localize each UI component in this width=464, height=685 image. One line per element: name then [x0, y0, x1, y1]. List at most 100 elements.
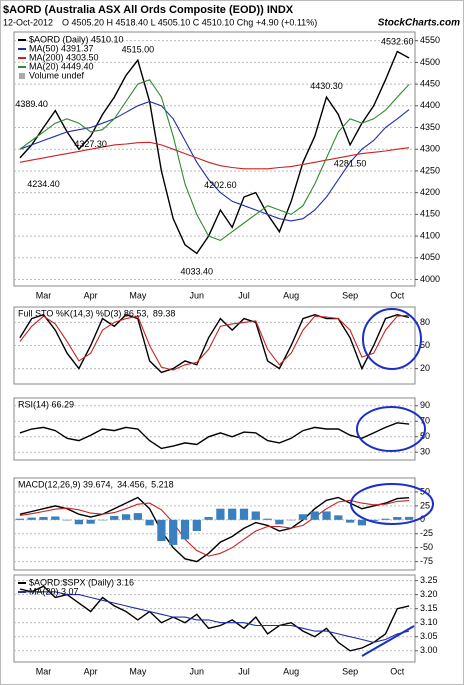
price-annotation: 4515.00 — [122, 44, 155, 54]
y-tick-label: 4300 — [420, 144, 440, 154]
series-line — [19, 141, 410, 170]
x-tick-label: Apr — [84, 290, 98, 300]
series-line — [19, 496, 410, 563]
price-annotation: 4281.50 — [334, 159, 367, 169]
x-tick-label: Oct — [390, 666, 405, 676]
y-tick-label: 3.05 — [420, 631, 438, 641]
y-tick-label: 3.25 — [420, 575, 438, 585]
quote: O 4505.20 H 4518.40 L 4505.10 C 4510.10 … — [62, 17, 317, 27]
y-tick-label: 80 — [420, 317, 430, 327]
y-tick-label: 3.10 — [420, 617, 438, 627]
legend-label: $AORD (Daily) 4510.10 — [29, 34, 124, 44]
legend-label: 34.456, — [117, 479, 147, 489]
x-tick-label: May — [129, 290, 147, 300]
x-tick-label: Jul — [238, 666, 250, 676]
legend-label: 5.218 — [151, 479, 174, 489]
x-tick-label: Apr — [84, 666, 98, 676]
bar — [180, 519, 190, 540]
bar — [322, 511, 331, 520]
y-tick-label: 3.20 — [420, 589, 438, 599]
y-tick-label: 50 — [420, 431, 430, 441]
bar — [357, 519, 367, 526]
bar — [157, 519, 166, 542]
x-tick-label: Jun — [190, 666, 205, 676]
x-tick-label: Oct — [390, 290, 405, 300]
series-line — [19, 422, 410, 450]
y-tick-label: 4050 — [420, 252, 440, 262]
bar — [393, 517, 402, 520]
trend-line — [361, 625, 415, 657]
bar — [39, 517, 48, 520]
bar — [192, 519, 201, 531]
legend-label: MA(20) 4449.40 — [29, 61, 94, 71]
bar — [98, 519, 107, 521]
legend-label: MA(20) 3.07 — [29, 586, 79, 596]
price-annotation: 4532.60 — [381, 37, 414, 47]
bar — [27, 517, 36, 520]
price-annotation: 4430.30 — [310, 81, 343, 91]
bar — [204, 517, 213, 520]
x-tick-label: Jun — [190, 290, 205, 300]
y-tick-label: 4150 — [420, 209, 440, 219]
y-tick-label: 4500 — [420, 57, 440, 67]
y-tick-label: 90 — [420, 400, 430, 410]
y-tick-label: 4000 — [420, 274, 440, 284]
legend-label: MACD(12,26,9) 39.674, — [18, 479, 113, 489]
legend-label: RSI(14) 66.29 — [18, 399, 74, 409]
x-tick-label: Sep — [342, 666, 358, 676]
legend-label: $AORD:$SPX (Daily) 3.16 — [29, 577, 134, 587]
y-tick-label: 50 — [420, 340, 430, 350]
y-tick-label: 25 — [420, 500, 430, 510]
series-line — [19, 314, 410, 371]
bar — [86, 519, 95, 524]
y-tick-label: 3.15 — [420, 603, 438, 613]
panel-frame — [13, 574, 416, 663]
highlight-ring — [350, 483, 434, 525]
y-tick-label: 0 — [420, 514, 425, 524]
x-tick-label: Mar — [36, 290, 52, 300]
y-tick-label: 3.00 — [420, 645, 438, 655]
y-tick-label: -75 — [420, 556, 433, 566]
highlight-ring — [362, 308, 422, 370]
bar — [133, 513, 142, 520]
bar — [239, 508, 249, 520]
y-tick-label: 4200 — [420, 187, 440, 197]
panel-frame — [13, 397, 416, 461]
legend-swatch — [19, 73, 25, 79]
y-tick-label: 4100 — [420, 230, 440, 240]
bar — [251, 511, 260, 520]
bar — [15, 518, 25, 520]
bar — [404, 516, 414, 520]
series-line — [19, 585, 410, 652]
bar — [228, 508, 237, 520]
chart-title: $AORD (Australia ASX All Ords Composite … — [3, 4, 294, 16]
price-annotation: 4327.30 — [74, 139, 107, 149]
x-tick-label: Sep — [342, 290, 358, 300]
bar — [346, 519, 355, 523]
price-annotation: 4389.40 — [15, 99, 48, 109]
legend-label: Full STO %K(14,3) %D(3) 86.53, — [18, 308, 149, 318]
price-annotation: 4234.40 — [27, 179, 60, 189]
bar — [51, 516, 60, 520]
y-tick-label: 4450 — [420, 78, 440, 88]
bar — [334, 515, 343, 520]
legend-label: MA(200) 4303.50 — [29, 52, 99, 62]
series-line — [19, 79, 410, 242]
bar — [62, 519, 72, 521]
x-tick-label: May — [129, 666, 147, 676]
series-line — [19, 591, 410, 643]
y-tick-label: 4350 — [420, 122, 440, 132]
bar — [263, 518, 272, 520]
y-tick-label: 4550 — [420, 35, 440, 45]
y-tick-label: 30 — [420, 447, 430, 457]
bar — [216, 508, 225, 520]
bar — [121, 514, 131, 520]
y-tick-label: -25 — [420, 528, 433, 538]
y-tick-label: 70 — [420, 416, 430, 426]
y-tick-label: 4400 — [420, 100, 440, 110]
panel-frame — [13, 31, 416, 287]
legend-label: 89.38 — [153, 308, 176, 318]
highlight-ring — [356, 406, 426, 452]
